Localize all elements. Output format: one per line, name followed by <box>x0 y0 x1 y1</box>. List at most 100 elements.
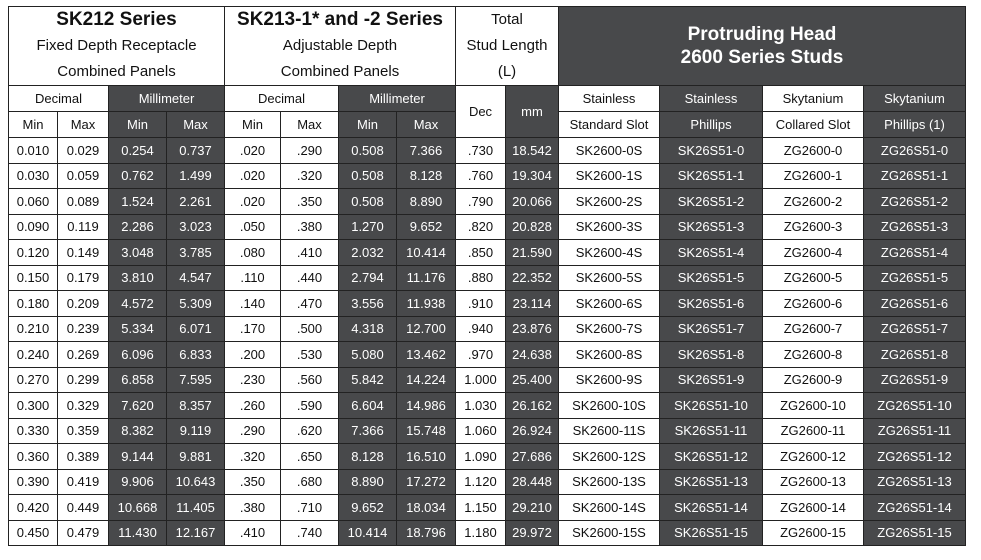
stainless-standard-part-cell: SK2600-12S <box>558 443 660 470</box>
table-row: 0.330 0.359 8.382 9.119.290.620 7.366 15.748 1… <box>8 417 966 444</box>
total-dec-cell: 1.150 <box>455 494 506 521</box>
sk212-mm-max-cell: 2.261 <box>166 188 225 215</box>
sk212-mm-max-cell: 3.023 <box>166 213 225 240</box>
sk213-mm-max-cell: 8.890 <box>396 188 456 215</box>
sk212-line2: Combined Panels <box>57 63 176 80</box>
skytanium-phillips-part-cell: ZG26S51-9 <box>863 366 966 393</box>
skytanium-phillips-part-cell: ZG26S51-14 <box>863 494 966 521</box>
skytanium-collared-line2: Collared Slot <box>762 111 864 138</box>
skytanium-collared-part-cell: ZG2600-10 <box>762 392 864 419</box>
total-line3: (L) <box>497 63 517 80</box>
sk212-mm-min-cell: 9.906 <box>108 468 167 495</box>
stainless-standard-part-cell: SK2600-10S <box>558 392 660 419</box>
stainless-phillips-part-cell: SK26S51-12 <box>659 443 763 470</box>
skytanium-phillips-line2: Phillips (1) <box>863 111 966 138</box>
sk212-mm-max-cell: 9.881 <box>166 443 225 470</box>
sk212-dec-max-cell: 0.239 <box>57 315 109 342</box>
sk213-mm-min-cell: 2.032 <box>338 239 397 266</box>
sk213-mm-max-cell: 12.700 <box>396 315 456 342</box>
sk212-mm-min-cell: 10.668 <box>108 494 167 521</box>
sk212-mm-min-cell: 4.572 <box>108 290 167 317</box>
skytanium-phillips-part-cell: ZG26S51-10 <box>863 392 966 419</box>
sk213-millimeter-header: Millimeter <box>338 85 456 112</box>
sk212-mm-min-cell: 11.430 <box>108 519 167 546</box>
skytanium-collared-part-cell: ZG2600-15 <box>762 519 864 546</box>
stainless-standard-part-cell: SK2600-0S <box>558 137 660 164</box>
sk212-dec-min-cell: 0.450 <box>8 519 58 546</box>
total-mm-cell: 18.542 <box>505 137 559 164</box>
sk212-dec-min-cell: 0.330 <box>8 417 58 444</box>
sk213-mm-max-cell: 17.272 <box>396 468 456 495</box>
stud-length-table: SK212 Series Fixed Depth Receptacle Comb… <box>8 6 966 546</box>
table-row: 0.240 0.269 6.096 6.833.200.530 5.080 13.462.… <box>8 341 966 368</box>
sk213-dec-min-cell: .020 <box>224 137 281 164</box>
sk213-decimal-header: Decimal <box>224 85 339 112</box>
sk213-dec-min-cell: .260 <box>224 392 281 419</box>
total-dec-cell: .820 <box>455 213 506 240</box>
sk212-mm-min-cell: 8.382 <box>108 417 167 444</box>
sk213-dec-max-cell: .380 <box>280 213 339 240</box>
sk212-dec-max-cell: 0.119 <box>57 213 109 240</box>
skytanium-collared-part-cell: ZG2600-1 <box>762 162 864 189</box>
sk212-dec-max-cell: 0.179 <box>57 264 109 291</box>
sk212-title: SK212 Series <box>56 9 177 30</box>
skytanium-collared-part-cell: ZG2600-3 <box>762 213 864 240</box>
sk212-dec-max-cell: 0.269 <box>57 341 109 368</box>
skytanium-collared-part-cell: ZG2600-13 <box>762 468 864 495</box>
sk213-line1: Adjustable Depth <box>282 37 398 54</box>
sk212-mm-max: Max <box>166 111 225 138</box>
skytanium-phillips-part-cell: ZG26S51-15 <box>863 519 966 546</box>
sk212-mm-max-cell: 9.119 <box>166 417 225 444</box>
sk212-dec-min-cell: 0.210 <box>8 315 58 342</box>
sk213-line2: Combined Panels <box>280 63 400 80</box>
sk212-mm-max-cell: 6.071 <box>166 315 225 342</box>
stud-length-table-wrapper: SK212 Series Fixed Depth Receptacle Comb… <box>8 6 966 546</box>
total-dec-cell: 1.090 <box>455 443 506 470</box>
sk213-dec-min-cell: .020 <box>224 162 281 189</box>
sk212-dec-min-cell: 0.090 <box>8 213 58 240</box>
sk212-dec-max-cell: 0.329 <box>57 392 109 419</box>
sk213-mm-min-cell: 0.508 <box>338 162 397 189</box>
skytanium-phillips-part-cell: ZG26S51-6 <box>863 290 966 317</box>
sk212-dec-max-cell: 0.089 <box>57 188 109 215</box>
total-dec-cell: 1.060 <box>455 417 506 444</box>
sk213-mm-max-cell: 13.462 <box>396 341 456 368</box>
sk212-dec-max-cell: 0.389 <box>57 443 109 470</box>
skytanium-collared-part-cell: ZG2600-8 <box>762 341 864 368</box>
sk212-dec-max-cell: 0.149 <box>57 239 109 266</box>
sk212-mm-max-cell: 3.785 <box>166 239 225 266</box>
sk212-mm-min: Min <box>108 111 167 138</box>
sk213-dec-min-cell: .200 <box>224 341 281 368</box>
table-row: 0.180 0.209 4.572 5.309.140.470 3.556 11.938.… <box>8 290 966 317</box>
skytanium-collared-part-cell: ZG2600-0 <box>762 137 864 164</box>
sk212-dec-max-cell: 0.299 <box>57 366 109 393</box>
sk213-mm-max-cell: 18.796 <box>396 519 456 546</box>
sk212-header: SK212 Series Fixed Depth Receptacle Comb… <box>8 6 225 86</box>
sk213-header: SK213-1* and -2 Series Adjustable Depth … <box>224 6 456 86</box>
sk213-dec-min-cell: .170 <box>224 315 281 342</box>
sk212-dec-min-cell: 0.360 <box>8 443 58 470</box>
table-row: 0.300 0.329 7.620 8.357.260.590 6.604 14.986 1… <box>8 392 966 419</box>
sk212-dec-max-cell: 0.419 <box>57 468 109 495</box>
stainless-phillips-part-cell: SK26S51-10 <box>659 392 763 419</box>
stainless-standard-part-cell: SK2600-7S <box>558 315 660 342</box>
stainless-standard-part-cell: SK2600-13S <box>558 468 660 495</box>
skytanium-collared-line1: Skytanium <box>762 85 864 112</box>
sk213-dec-min-cell: .140 <box>224 290 281 317</box>
total-length-header: Total Stud Length (L) <box>455 6 559 86</box>
total-dec-cell: .790 <box>455 188 506 215</box>
sk212-dec-max-cell: 0.449 <box>57 494 109 521</box>
sk213-dec-max-cell: .290 <box>280 137 339 164</box>
sk212-mm-max-cell: 8.357 <box>166 392 225 419</box>
sk213-dec-max-cell: .470 <box>280 290 339 317</box>
total-mm-cell: 23.114 <box>505 290 559 317</box>
sk212-dec-max-cell: 0.059 <box>57 162 109 189</box>
total-mm-cell: 29.972 <box>505 519 559 546</box>
sk212-mm-min-cell: 6.858 <box>108 366 167 393</box>
sk213-mm-min-cell: 0.508 <box>338 137 397 164</box>
sk212-dec-min: Min <box>8 111 58 138</box>
total-dec-cell: .970 <box>455 341 506 368</box>
sk213-dec-max-cell: .740 <box>280 519 339 546</box>
total-dec-cell: 1.120 <box>455 468 506 495</box>
sk213-mm-min-cell: 5.080 <box>338 341 397 368</box>
